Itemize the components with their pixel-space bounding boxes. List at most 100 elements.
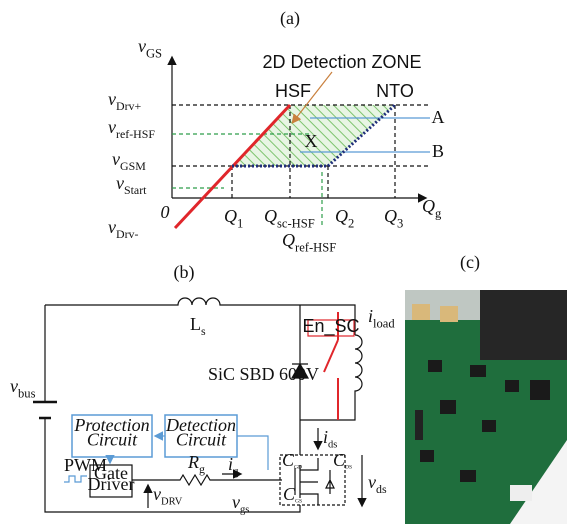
sense-wire [237,435,269,470]
diode [290,362,310,379]
component-label: Ls [190,314,206,338]
cap-label-sub: GS [295,498,302,504]
axis-label-sub: g [435,206,442,220]
x-level-label: Q2 [335,206,354,230]
x-level-label: Q3 [384,206,403,230]
wire [45,297,356,335]
box-label: Detection Circuit [165,415,236,449]
origin-label: 0 [161,202,170,222]
box-label: Protection Circuit [73,415,149,449]
axis-label-main: v [138,36,146,56]
axis-label: Qg [422,196,442,220]
component-label: ids [323,427,337,451]
component-label-sub: g [199,462,205,476]
y-level-label: vDrv- [108,217,138,241]
x-level-label-sub: 3 [397,216,403,230]
component-label: vds [368,472,387,496]
gate-resistor [132,473,282,487]
box-label: Gate Driver [88,463,135,494]
cap-label-sub: DS [345,464,352,470]
mosfet-box [279,454,346,506]
green-guides [172,133,323,226]
panel-b [33,297,367,513]
load-inductor [300,334,363,421]
x-level-label-sub: 2 [348,216,354,230]
y-level-label: vDrv+ [108,89,141,113]
pwm-signal [64,475,87,483]
box-label-line: Detection [165,415,236,435]
box-label-line: Driver [88,474,135,494]
wire [44,305,301,513]
axis-label-main: Q [422,196,435,216]
component-label: Rg [187,452,205,476]
cap-label: CGD [282,450,302,470]
component-label-sub: gs [240,505,249,516]
component-label-main: L [190,314,201,334]
component-label-sub: s [201,324,206,338]
line-a-label: A [432,107,445,127]
cap-label-main: C [283,484,296,504]
cap-label-main: C [333,450,346,470]
box-label-line: Circuit [87,429,138,449]
x-level-label-main: Q [264,206,277,226]
component-label-main: i [228,454,233,474]
cap-label-sub: GD [294,464,302,470]
y-level-label-main: v [108,217,116,237]
x-level-label: Qref-HSF [282,230,336,254]
component-label-sub: ds [328,440,337,451]
switch-label: En_SC [302,316,359,337]
pwm-label: PWM [64,455,107,475]
component-label-main: v [232,492,240,512]
component-label: vbus [10,376,36,400]
y-level-label-sub: GSM [120,159,146,173]
component-label-sub: load [373,316,395,330]
cap-label: CDS [333,450,352,470]
mosfet [294,458,319,505]
y-level-label: vStart [116,173,147,197]
y-level-label-main: v [112,149,120,169]
component-label-main: v [10,376,18,396]
y-level-label-main: v [108,89,116,109]
component-label-main: i [323,427,328,447]
axis-label: vGS [138,36,162,60]
switch [323,312,339,420]
nto-curve [232,103,397,168]
battery [33,400,57,420]
switch-box [307,319,355,337]
point-label: X [305,131,318,151]
x-level-label-sub: ref-HSF [295,240,336,254]
cap-label-main: C [282,450,295,470]
y-level-label-main: v [108,117,116,137]
x-level-label: Q1 [224,206,243,230]
body-diode [325,470,335,494]
component-label: vgs [232,492,249,516]
x-level-label-main: Q [335,206,348,226]
component-label: ig [228,454,239,478]
y-level-label-sub: Drv+ [116,99,141,113]
x-level-label-main: Q [384,206,397,226]
box-label-line: Protection [73,415,149,435]
component-label-sub: DRV [161,497,183,508]
panel-c-photo [405,290,567,524]
y-level-label: vref-HSF [108,117,155,141]
x-level-label-sub: 1 [237,216,243,230]
panel-a [167,55,430,230]
x-level-label-sub: sc-HSF [277,216,315,230]
y-level-label-main: v [116,173,124,193]
panel-label: (a) [280,8,300,29]
y-level-label-sub: Drv- [116,227,138,241]
component-label-main: R [187,452,199,472]
zone-label: 2D Detection ZONE [262,52,421,72]
hsf-label: HSF [275,81,311,101]
component-label-main: v [368,472,376,492]
line-b-label: B [432,141,444,161]
component-label: iload [368,306,395,330]
x-level-label-main: Q [282,230,295,250]
panel-label: (c) [460,252,480,273]
x-level-label: Qsc-HSF [264,206,315,230]
box-label-line: Gate [94,463,128,483]
component-label-sub: g [233,466,239,478]
y-level-label: vGSM [112,149,146,173]
x-level-label-main: Q [224,206,237,226]
